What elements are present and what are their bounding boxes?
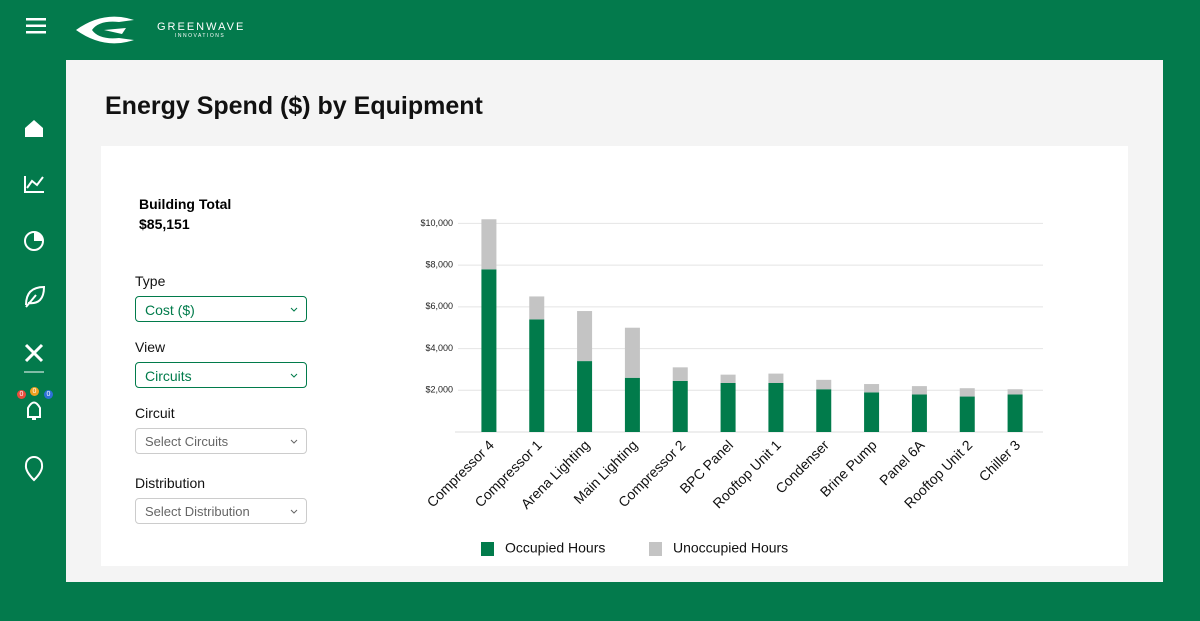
summary-value: $85,151 <box>139 216 190 232</box>
bar-segment <box>624 327 640 378</box>
bar-segment <box>864 384 880 393</box>
menu-button[interactable] <box>26 18 46 34</box>
y-tick-label: $4,000 <box>425 343 453 353</box>
badge: 0 <box>17 390 26 399</box>
chevron <box>290 307 298 312</box>
bar-segment <box>911 394 927 432</box>
bar-segment <box>816 379 832 390</box>
card <box>101 146 1128 566</box>
select-value: Select Distribution <box>145 504 250 519</box>
bar-segment <box>577 361 593 432</box>
bar-segment <box>720 382 736 432</box>
bar-segment <box>624 377 640 432</box>
bar-segment <box>529 319 545 432</box>
bar-segment <box>1007 389 1023 395</box>
leaf-icon[interactable] <box>25 285 46 308</box>
bar-segment <box>959 396 975 432</box>
bar-segment <box>672 380 688 432</box>
bell-icon[interactable] <box>27 401 41 420</box>
page-title: Energy Spend ($) by Equipment <box>105 92 483 120</box>
bar-segment <box>481 269 497 432</box>
bar-segment <box>768 382 784 432</box>
bar-segment <box>1007 394 1023 432</box>
select-value: Circuits <box>145 368 192 384</box>
filter-label: Circuit <box>135 405 175 421</box>
bar-segment <box>481 219 497 270</box>
bar-segment <box>768 373 784 383</box>
logo-mark <box>76 16 134 44</box>
legend-label: Occupied Hours <box>505 540 605 556</box>
badge: 0 <box>44 390 53 399</box>
y-tick-label: $6,000 <box>425 301 453 311</box>
bar-segment <box>720 374 736 383</box>
select-value: Select Circuits <box>145 434 229 449</box>
bar-segment <box>529 296 545 320</box>
y-tick-label: $8,000 <box>425 260 453 270</box>
filter-label: Distribution <box>135 475 206 491</box>
y-tick-label: $2,000 <box>425 385 453 395</box>
select[interactable]: Circuits <box>135 362 307 388</box>
legend-swatch <box>649 542 662 556</box>
x-tick-label: Chiller 3 <box>976 437 1024 485</box>
home-icon[interactable] <box>25 120 43 137</box>
chevron <box>290 439 298 444</box>
y-tick-label: $10,000 <box>420 218 453 228</box>
bar-segment <box>959 388 975 397</box>
bar-segment <box>816 389 832 432</box>
legend-swatch <box>481 542 494 556</box>
select[interactable]: Select Circuits <box>135 428 307 454</box>
badge: 0 <box>30 387 39 396</box>
trend-icon[interactable] <box>24 176 44 193</box>
chevron <box>290 509 298 514</box>
brand: GREENWAVE <box>157 21 246 33</box>
bar-segment <box>911 386 927 395</box>
select[interactable]: Select Distribution <box>135 498 307 524</box>
filter-label: Type <box>135 273 166 289</box>
chevron <box>290 373 298 378</box>
legend-label: Unoccupied Hours <box>673 540 788 556</box>
bar-segment <box>672 367 688 381</box>
bar-segment <box>577 311 593 362</box>
tagline: INNOVATIONS <box>175 33 226 39</box>
summary-label: Building Total <box>139 196 232 212</box>
select-value: Cost ($) <box>145 302 195 318</box>
location-icon[interactable] <box>24 456 44 482</box>
sidebar <box>24 120 46 482</box>
bar-segment <box>864 392 880 432</box>
select[interactable]: Cost ($) <box>135 296 307 322</box>
filter-label: View <box>135 339 166 355</box>
tools-icon[interactable] <box>24 343 44 363</box>
